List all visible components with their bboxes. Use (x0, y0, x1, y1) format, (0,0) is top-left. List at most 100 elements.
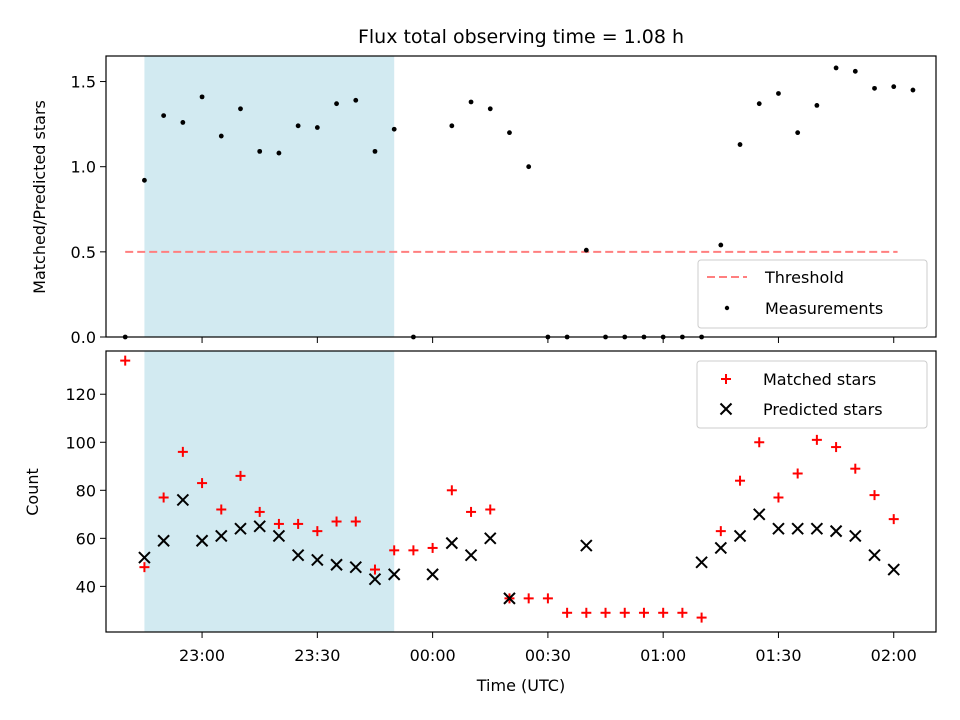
predicted-star-point (426, 568, 439, 581)
predicted-star-point (445, 536, 459, 550)
predicted-star-point (887, 563, 900, 576)
count-y-tick-label: 80 (76, 481, 96, 500)
predicted-star-point (772, 522, 785, 535)
predicted-star-point (503, 592, 516, 605)
measurement-point (238, 106, 243, 112)
predicted-star-point (810, 522, 824, 535)
x-tick-label: 01:30 (755, 646, 801, 665)
predicted-star-point (695, 556, 708, 569)
measurement-point (776, 91, 781, 96)
predicted-star-point (253, 520, 266, 533)
legend-threshold-label: Threshold (764, 268, 844, 287)
predicted-star-point (272, 529, 286, 543)
matched-star-point (350, 516, 361, 527)
matched-star-point (542, 593, 553, 604)
measurement-point (583, 247, 589, 253)
measurement-point (756, 101, 762, 107)
matched-star-point (369, 564, 380, 575)
count-panel: 40 60 80 100 120 23:00 23:30 00:00 00:30 01:00 01… (23, 350, 937, 695)
predicted-star-point (464, 548, 478, 562)
matched-star-point (869, 490, 880, 501)
matched-star-point (792, 468, 803, 479)
predicted-star-point (368, 572, 382, 586)
legend-predicted-glyph (719, 402, 733, 416)
predicted-star-point (311, 553, 324, 567)
observing-window-bottom (144, 351, 395, 632)
matched-star-point (754, 437, 765, 448)
matched-star-point (331, 516, 342, 527)
matched-star-point (696, 612, 707, 623)
predicted-star-point (138, 551, 151, 564)
matched-star-point (600, 607, 611, 618)
matched-star-point (446, 485, 457, 496)
matched-star-point (619, 607, 630, 618)
ratio-y-tick-label: 0.0 (71, 328, 96, 347)
predicted-star-point (215, 529, 228, 543)
legend-measurements-label: Measurements (765, 299, 883, 318)
measurement-point (487, 106, 493, 112)
measurement-point (507, 130, 512, 136)
matched-star-point (638, 607, 649, 618)
chart-title: Flux total observing time = 1.08 h (358, 26, 684, 48)
count-panel-frame (105, 350, 937, 633)
x-tick-label: 02:00 (871, 646, 917, 665)
matched-star-point (177, 446, 188, 457)
measurement-point (910, 87, 916, 93)
measurement-point (468, 99, 474, 105)
count-y-tick-label: 40 (76, 577, 96, 596)
matched-star-point (581, 607, 592, 618)
predicted-star-point (753, 508, 766, 521)
measurement-point (142, 177, 147, 183)
matched-star-point (831, 442, 842, 453)
measurement-point (276, 150, 282, 156)
predicted-star-point (829, 524, 843, 538)
matched-star-point (485, 504, 496, 515)
matched-star-point (408, 545, 419, 556)
legend-matched-glyph (721, 374, 731, 384)
legend-predicted-label: Predicted stars (763, 400, 883, 419)
x-tick-label: 00:30 (525, 646, 571, 665)
predicted-star-point (349, 560, 362, 574)
predicted-star-point (195, 534, 209, 547)
ratio-y-tick-label: 0.5 (71, 243, 96, 262)
measurement-point (161, 113, 167, 119)
ratio-y-axis-label: Matched/Predicted stars (30, 100, 49, 294)
ratio-panel: 0.0 0.5 1.0 1.5 Matched/Predicted stars Thr… (30, 55, 937, 347)
matched-star-point (466, 506, 477, 517)
measurement-point (872, 85, 877, 91)
predicted-star-point (330, 558, 343, 571)
predicted-star-point (234, 522, 247, 535)
count-y-tick-label: 60 (76, 529, 96, 548)
measurement-point (180, 120, 186, 125)
predicted-star-point (580, 539, 593, 552)
matched-star-point (235, 470, 246, 481)
measurement-point (372, 148, 378, 154)
predicted-star-point (291, 548, 305, 562)
predicted-star-point (176, 493, 190, 507)
matched-star-point (850, 463, 861, 474)
measurement-point (795, 130, 801, 136)
measurement-point (218, 133, 224, 139)
count-y-tick-label: 100 (65, 433, 96, 452)
predicted-star-point (157, 534, 170, 547)
matched-star-point (523, 593, 534, 604)
x-tick-label: 23:00 (179, 646, 225, 665)
matched-star-point (197, 478, 208, 489)
matched-star-point (216, 504, 227, 515)
matched-star-point (273, 518, 284, 529)
matched-star-point (158, 492, 169, 503)
matched-star-point (773, 492, 784, 503)
x-tick-label: 23:30 (294, 646, 340, 665)
x-axis-label: Time (UTC) (476, 676, 565, 695)
matched-star-point (312, 526, 323, 537)
matched-star-point (811, 434, 822, 445)
predicted-star-point (387, 568, 401, 581)
measurement-point (852, 68, 858, 74)
matched-star-point (293, 518, 304, 529)
x-tick-label: 00:00 (410, 646, 456, 665)
measurement-point (391, 126, 397, 132)
matched-star-point (888, 514, 899, 525)
count-y-tick-label: 120 (65, 385, 96, 404)
measurement-point (257, 148, 263, 154)
